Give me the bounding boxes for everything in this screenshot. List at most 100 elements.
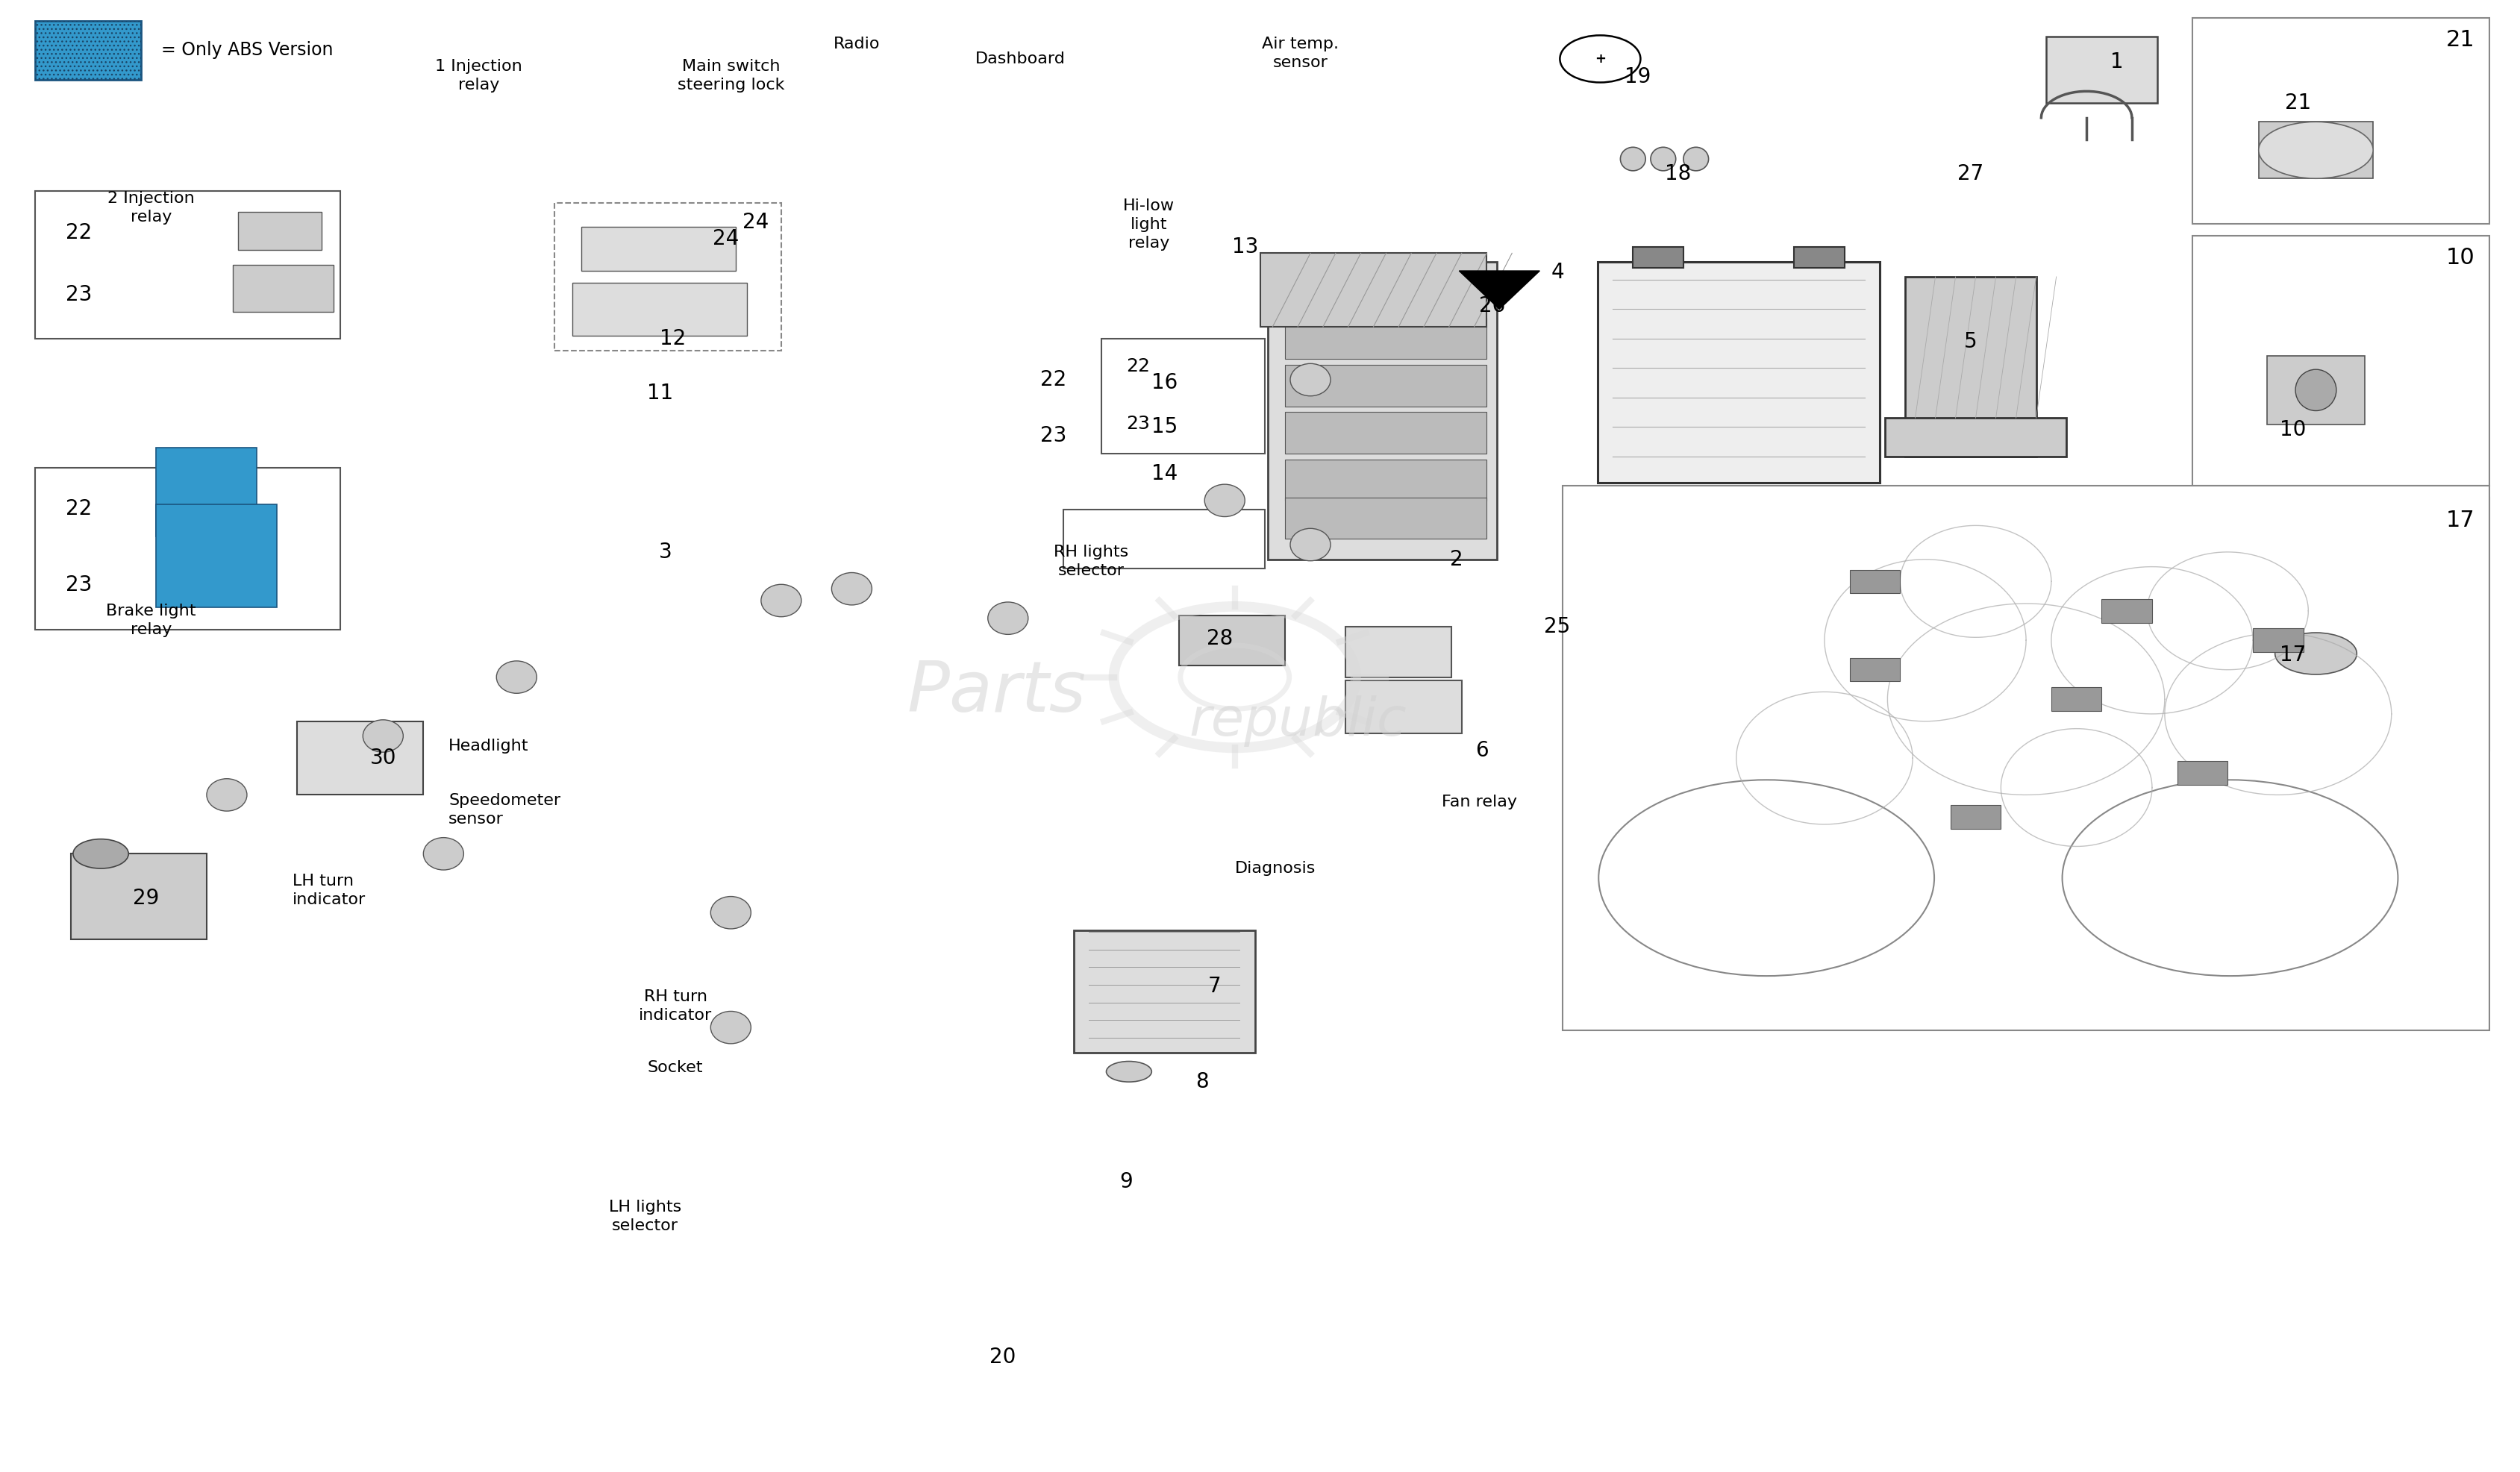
Text: LH turn
indicator: LH turn indicator (292, 874, 365, 907)
Bar (156, 447, 257, 536)
Bar (2192, 236, 2490, 486)
Text: 5: 5 (1963, 331, 1978, 352)
Text: 9: 9 (1119, 1172, 1134, 1192)
Text: Hi-low
light
relay: Hi-low light relay (1124, 199, 1174, 250)
Text: 16: 16 (1152, 372, 1177, 393)
Bar (572, 283, 746, 336)
Bar (35, 191, 340, 339)
Text: 22: 22 (1041, 369, 1066, 390)
Text: 14: 14 (1152, 464, 1177, 484)
Bar (71, 854, 207, 939)
Bar (554, 203, 781, 350)
Text: 1: 1 (2109, 52, 2124, 72)
Bar (2253, 629, 2303, 652)
Bar (234, 265, 333, 312)
Bar (1179, 615, 1285, 665)
Bar (1074, 930, 1255, 1052)
Bar (1285, 412, 1487, 453)
Bar (1633, 247, 1683, 268)
Text: 26: 26 (1479, 296, 1504, 316)
Bar (35, 21, 141, 79)
Bar (1850, 658, 1900, 682)
Text: 7: 7 (1207, 976, 1222, 997)
Bar (35, 21, 141, 79)
Text: 11: 11 (648, 383, 673, 403)
Text: 22: 22 (66, 498, 91, 520)
Text: 21: 21 (2447, 29, 2475, 52)
Text: Main switch
steering lock: Main switch steering lock (678, 59, 784, 93)
Text: Diagnosis: Diagnosis (1235, 861, 1315, 876)
Text: RH lights
selector: RH lights selector (1053, 545, 1129, 578)
Polygon shape (1459, 271, 1540, 309)
Ellipse shape (496, 661, 537, 693)
Bar (237, 212, 323, 250)
Text: 10: 10 (2281, 420, 2306, 440)
Ellipse shape (761, 584, 801, 617)
Ellipse shape (832, 573, 872, 605)
Bar (1346, 627, 1452, 677)
Bar (1885, 418, 2066, 456)
Bar (2046, 37, 2157, 103)
Ellipse shape (988, 602, 1028, 634)
Bar (297, 721, 423, 795)
Text: 28: 28 (1207, 629, 1232, 649)
Bar (156, 505, 277, 608)
Text: 22: 22 (1126, 358, 1149, 375)
Text: 20: 20 (990, 1347, 1016, 1367)
Text: 19: 19 (1625, 66, 1651, 87)
Ellipse shape (207, 779, 247, 811)
Text: 8: 8 (1194, 1072, 1210, 1092)
Text: 2: 2 (1449, 549, 1464, 570)
Bar (1285, 459, 1487, 500)
Text: Speedometer
sensor: Speedometer sensor (449, 793, 559, 826)
Bar (1905, 277, 2036, 456)
Bar (2192, 498, 2490, 751)
Ellipse shape (2276, 633, 2356, 674)
Text: LH lights
selector: LH lights selector (610, 1200, 680, 1234)
Circle shape (1560, 35, 1641, 82)
Text: 21: 21 (2286, 93, 2311, 113)
Text: 17: 17 (2447, 509, 2475, 531)
Text: 17: 17 (2281, 645, 2306, 665)
Bar (1101, 339, 1265, 453)
Text: Radio: Radio (834, 37, 879, 52)
Bar (1285, 318, 1487, 359)
Text: Air temp.
sensor: Air temp. sensor (1263, 37, 1338, 71)
Text: 23: 23 (1126, 415, 1149, 433)
Ellipse shape (2258, 122, 2374, 178)
Bar (1950, 805, 2001, 829)
Text: 15: 15 (1152, 417, 1177, 437)
Bar (1063, 509, 1265, 568)
Text: republic: republic (1189, 696, 1406, 746)
Bar (1268, 262, 1497, 559)
Bar (2268, 356, 2364, 424)
Ellipse shape (2296, 369, 2336, 411)
Bar (2177, 761, 2228, 785)
Ellipse shape (1205, 484, 1245, 517)
Text: 24: 24 (743, 212, 769, 233)
Text: = Only ABS Version: = Only ABS Version (161, 41, 333, 59)
Text: 13: 13 (1232, 237, 1257, 258)
Ellipse shape (363, 720, 403, 752)
Text: 25: 25 (1545, 617, 1570, 637)
Text: 29: 29 (134, 888, 159, 908)
Ellipse shape (1683, 147, 1709, 171)
Text: 12: 12 (660, 328, 685, 349)
Bar (1285, 365, 1487, 406)
Ellipse shape (711, 1011, 751, 1044)
Text: 3: 3 (658, 542, 673, 562)
Text: 10: 10 (2447, 247, 2475, 269)
Bar (1346, 680, 1462, 733)
Bar (2192, 18, 2490, 224)
Bar (582, 227, 736, 271)
Ellipse shape (711, 896, 751, 929)
Bar (1598, 262, 1880, 483)
Text: 23: 23 (66, 574, 91, 595)
Text: 1 Injection
relay: 1 Injection relay (436, 59, 522, 93)
Bar (2102, 599, 2152, 623)
Bar (1260, 253, 1487, 327)
Text: 24: 24 (713, 228, 738, 249)
Bar (1285, 498, 1487, 539)
Text: +: + (1595, 52, 1605, 66)
Text: 27: 27 (1958, 163, 1983, 184)
